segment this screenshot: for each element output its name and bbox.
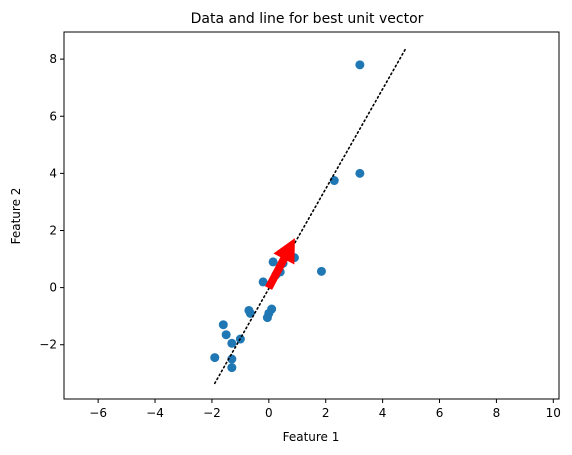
data-point (317, 267, 326, 276)
y-tick-label: 6 (49, 109, 57, 123)
x-axis-label: Feature 1 (283, 430, 340, 444)
data-point (222, 330, 231, 339)
x-tick-label: −4 (146, 406, 164, 420)
x-tick-label: −6 (89, 406, 107, 420)
data-point (263, 313, 272, 322)
chart-title: Data and line for best unit vector (191, 11, 424, 27)
y-axis: −2 0 2 4 6 8 (39, 52, 64, 352)
y-tick-label: 4 (49, 166, 57, 180)
y-tick-label: 2 (49, 223, 57, 237)
x-tick-label: 0 (265, 406, 273, 420)
data-point (219, 320, 228, 329)
best-fit-line (215, 49, 406, 383)
data-point (210, 353, 219, 362)
plot-area-frame (64, 32, 559, 399)
data-point (355, 169, 364, 178)
y-tick-label: 8 (49, 52, 57, 66)
y-axis-label: Feature 2 (9, 188, 23, 245)
x-tick-label: −2 (203, 406, 221, 420)
data-point (355, 60, 364, 69)
x-tick-label: 10 (546, 406, 561, 420)
x-tick-label: 6 (436, 406, 444, 420)
x-axis: −6 −4 −2 0 2 4 6 8 10 (89, 399, 561, 420)
data-point (227, 363, 236, 372)
x-tick-label: 8 (493, 406, 501, 420)
y-tick-label: −2 (39, 338, 57, 352)
y-tick-label: 0 (49, 281, 57, 295)
x-tick-label: 2 (322, 406, 330, 420)
x-tick-label: 4 (379, 406, 387, 420)
